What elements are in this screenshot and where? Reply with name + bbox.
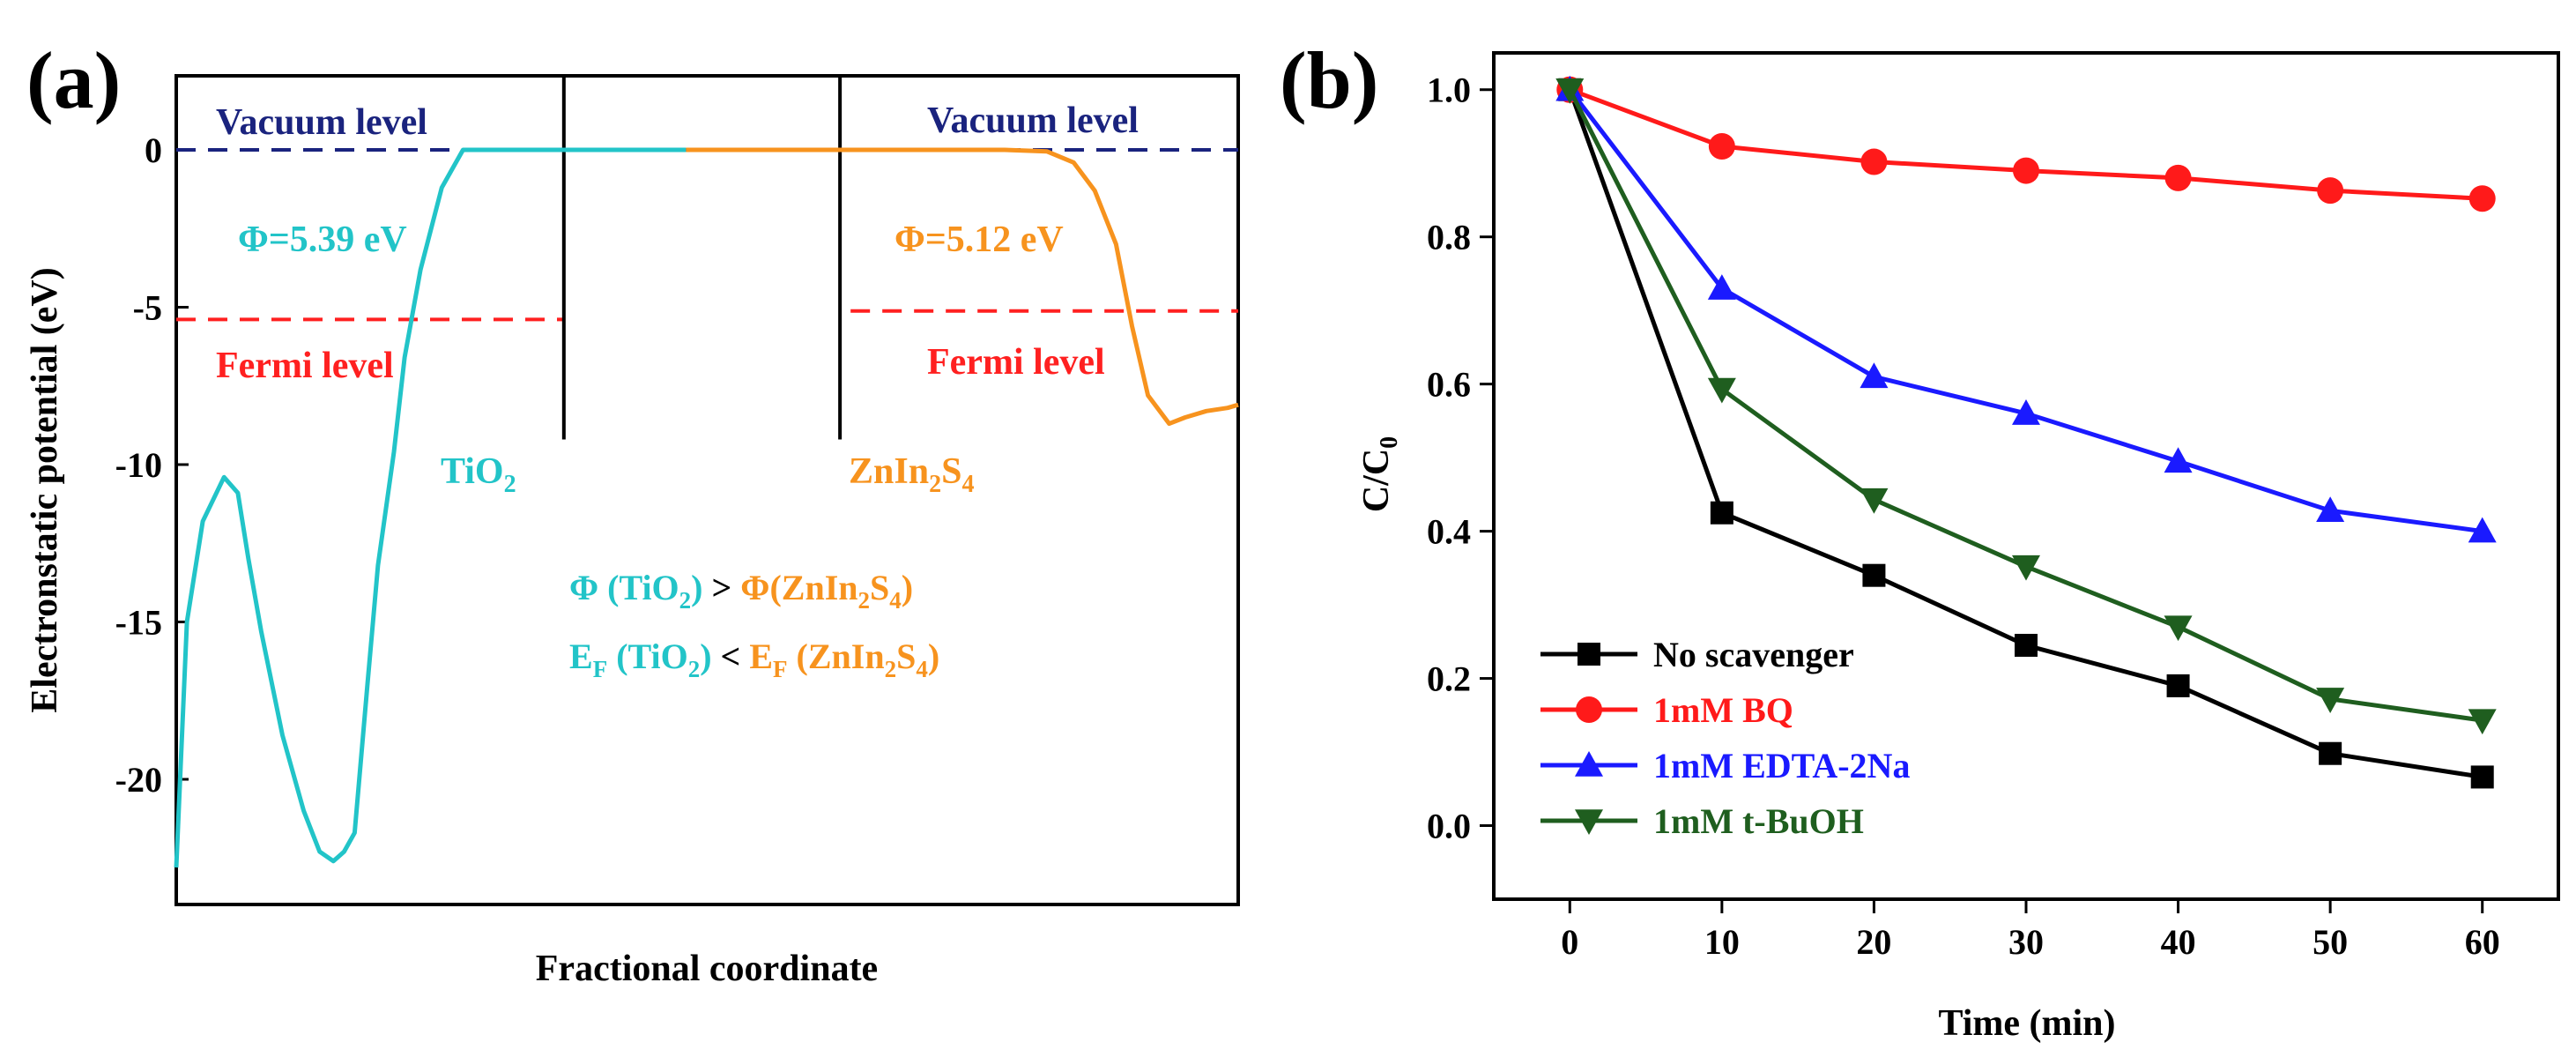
data-point-no-scavenger: [2319, 741, 2342, 765]
data-point-no-scavenger: [2166, 674, 2190, 697]
panel-b-y-tick-label: 0.0: [1427, 807, 1471, 846]
legend-marker-1mm-bq: [1576, 696, 1602, 723]
panel-a-y-tick-label: 0: [145, 130, 162, 170]
panel-b-y-tick-label: 0.4: [1427, 512, 1471, 552]
panel-b: (b) 0.0 0.2 0.4 0.6 0.8 1.0 0 10 20 30 40 50 60 No …: [1280, 35, 2560, 1044]
panel-b-x-tick-label: 50: [2312, 922, 2348, 962]
legend-label-no-scavenger: No scavenger: [1653, 635, 1854, 674]
panel-a-y-ticks: 0 -5 -10 -15 -20: [115, 130, 189, 800]
material-label-znin2s4: ZnIn2S4: [849, 451, 974, 498]
fermi-level-label-right: Fermi level: [927, 342, 1105, 383]
data-point-no-scavenger: [2015, 634, 2038, 657]
panel-b-y-axis-label: C/C0: [1356, 436, 1403, 512]
panel-b-x-tick-label: 0: [1561, 922, 1578, 962]
panel-a-curves: [174, 147, 1239, 868]
data-point-no-scavenger: [1710, 501, 1733, 525]
panel-b-x-tick-label: 10: [1704, 922, 1740, 962]
legend-marker-no-scavenger: [1578, 643, 1600, 666]
panel-a-axes-frame: [174, 74, 1240, 906]
data-point-1mm-t-buoh: [1707, 377, 1736, 404]
vacuum-level-label-right: Vacuum level: [927, 100, 1139, 141]
data-point-1mm-edta-2na: [2012, 399, 2040, 425]
panel-b-y-ticks: 0.0 0.2 0.4 0.6 0.8 1.0: [1427, 71, 1494, 846]
panel-b-x-tick-label: 60: [2465, 922, 2500, 962]
data-point-1mm-t-buoh: [2468, 709, 2497, 735]
data-point-1mm-bq: [2164, 164, 2192, 191]
panel-a-y-tick-label: -15: [115, 603, 162, 643]
panel-a-label: (a): [26, 35, 121, 125]
panel-b-series: [1555, 75, 2497, 789]
data-point-1mm-t-buoh: [2012, 555, 2040, 581]
data-point-1mm-bq: [2317, 177, 2344, 205]
data-point-1mm-t-buoh: [1860, 488, 1889, 514]
work-function-tio2: Φ=5.39 eV: [238, 220, 407, 260]
panel-b-legend: No scavenger 1mM BQ 1mM EDTA-2Na 1mM t-BuOH: [1540, 635, 1910, 841]
panel-b-y-tick-label: 1.0: [1427, 71, 1471, 110]
panel-b-y-tick-label: 0.8: [1427, 218, 1471, 257]
data-point-1mm-bq: [2468, 185, 2496, 212]
data-point-1mm-edta-2na: [1860, 362, 1889, 389]
data-point-1mm-edta-2na: [2468, 517, 2497, 543]
potential-curve-znin2s4: [686, 147, 1239, 427]
panel-b-x-tick-label: 30: [2008, 922, 2044, 962]
data-point-no-scavenger: [2470, 765, 2494, 789]
data-point-1mm-t-buoh: [1555, 78, 1585, 104]
panel-a-y-tick-label: -20: [115, 760, 162, 800]
panel-b-x-axis-label: Time (min): [1938, 1003, 2115, 1044]
panel-a-y-tick-label: -5: [133, 288, 162, 328]
panel-b-label: (b): [1280, 35, 1378, 125]
potential-curve-tio2: [174, 147, 687, 868]
panel-a-y-axis-label: Electronstatic potential (eV): [25, 267, 65, 712]
legend-label-1mm-edta-2na: 1mM EDTA-2Na: [1653, 746, 1910, 785]
panel-a-energy-levels: [176, 148, 1238, 322]
panel-b-y-tick-label: 0.2: [1427, 659, 1471, 699]
data-point-no-scavenger: [1862, 563, 1886, 587]
panel-b-x-tick-label: 20: [1856, 922, 1891, 962]
data-point-1mm-edta-2na: [2316, 496, 2345, 523]
data-point-1mm-bq: [2013, 157, 2039, 184]
data-point-1mm-bq: [1708, 133, 1735, 160]
data-point-1mm-t-buoh: [2164, 615, 2193, 642]
legend-label-1mm-bq: 1mM BQ: [1653, 690, 1793, 730]
data-point-1mm-bq: [1860, 148, 1888, 175]
legend-marker-1mm-edta-2na: [1575, 751, 1603, 777]
panel-a-dividers: [561, 76, 843, 440]
panel-a-x-axis-label: Fractional coordinate: [536, 949, 878, 989]
panel-b-x-ticks: 0 10 20 30 40 50 60: [1561, 899, 2500, 962]
material-label-tio2: TiO2: [441, 451, 516, 498]
panel-a: (a) 0 -5 -10 -15 -20 Vacuum level Vacuum lev…: [25, 35, 1240, 989]
legend-label-1mm-t-buoh: 1mM t-BuOH: [1653, 801, 1864, 841]
panel-b-y-tick-label: 0.6: [1427, 365, 1471, 405]
panel-a-y-tick-label: -10: [115, 445, 162, 485]
data-point-1mm-edta-2na: [1707, 274, 1736, 300]
panel-b-x-tick-label: 40: [2161, 922, 2196, 962]
legend-marker-1mm-t-buoh: [1575, 809, 1603, 835]
fermi-level-label-left: Fermi level: [216, 346, 394, 386]
work-function-znin2s4: Φ=5.12 eV: [895, 220, 1064, 260]
data-point-1mm-edta-2na: [2164, 447, 2193, 473]
work-function-comparison: Φ (TiO2) > Φ(ZnIn2S4): [569, 568, 913, 614]
fermi-level-comparison: EF (TiO2) < EF (ZnIn2S4): [569, 636, 939, 682]
vacuum-level-label-left: Vacuum level: [216, 102, 427, 143]
data-point-1mm-t-buoh: [2316, 688, 2345, 713]
